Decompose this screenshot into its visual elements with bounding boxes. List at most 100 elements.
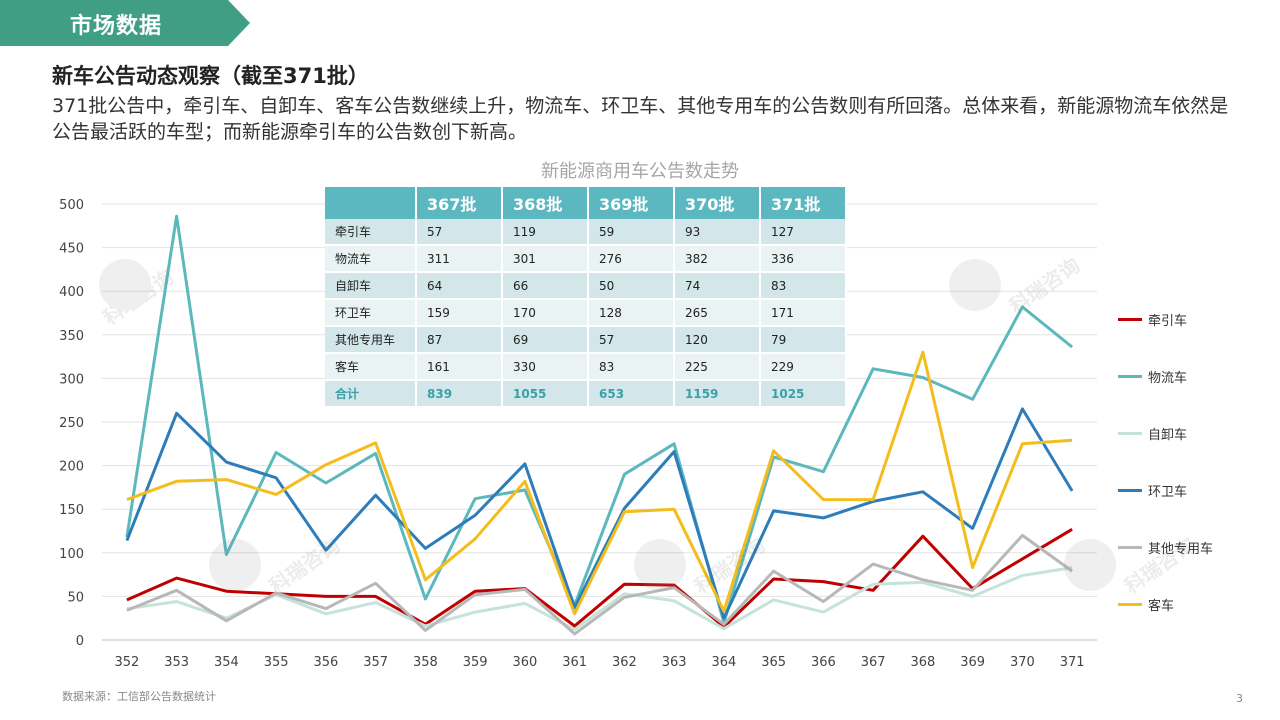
- watermark-logo: 科瑞咨询: [945, 240, 1165, 334]
- table-cell: 74: [674, 272, 761, 300]
- table-header-367: 367批: [416, 187, 503, 219]
- data-source-note: 数据来源：工信部公告数据统计: [62, 690, 216, 703]
- x-tick-label: 362: [612, 655, 637, 670]
- table-header-row: 367批 368批 369批 370批 371批: [325, 187, 847, 219]
- table-cell: 301: [502, 245, 589, 273]
- table-total-row: 合计 839 1055 653 1159 1025: [325, 380, 847, 408]
- y-tick-label: 100: [59, 547, 84, 562]
- legend-swatch: [1118, 489, 1142, 492]
- page-number: 3: [1236, 692, 1243, 705]
- total-cell: 1159: [674, 380, 761, 408]
- x-tick-label: 370: [1010, 655, 1035, 670]
- section-banner: 市场数据: [0, 0, 250, 46]
- row-label: 自卸车: [325, 272, 417, 300]
- table-header-368: 368批: [502, 187, 589, 219]
- table-cell: 276: [588, 245, 675, 273]
- page-description: 371批公告中，牵引车、自卸车、客车公告数继续上升，物流车、环卫车、其他专用车的…: [52, 95, 1229, 143]
- x-tick-label: 364: [711, 655, 736, 670]
- table-cell: 159: [416, 299, 503, 327]
- legend-item: 牵引车: [1118, 310, 1258, 330]
- table-header-371: 371批: [760, 187, 847, 219]
- legend-label: 自卸车: [1148, 428, 1188, 443]
- banner-title: 市场数据: [70, 14, 163, 39]
- legend-label: 物流车: [1148, 371, 1188, 386]
- total-cell: 653: [588, 380, 675, 408]
- y-tick-label: 50: [67, 590, 84, 605]
- table-row: 牵引车 57 119 59 93 127: [325, 219, 847, 246]
- legend-item: 环卫车: [1118, 481, 1258, 501]
- table-header-370: 370批: [674, 187, 761, 219]
- table-cell: 57: [588, 326, 675, 354]
- table-row: 客车 161 330 83 225 229: [325, 353, 847, 381]
- page-headline: 新车公告动态观察（截至371批）: [52, 64, 369, 88]
- table-cell: 64: [416, 272, 503, 300]
- legend-swatch: [1118, 603, 1142, 606]
- legend-label: 牵引车: [1148, 314, 1188, 329]
- banner-shape: [0, 0, 250, 46]
- y-tick-label: 350: [59, 329, 84, 344]
- table-cell: 171: [760, 299, 847, 327]
- y-tick-label: 150: [59, 503, 84, 518]
- x-tick-label: 357: [363, 655, 388, 670]
- y-tick-label: 300: [59, 372, 84, 387]
- table-cell: 59: [588, 219, 675, 246]
- x-tick-label: 358: [413, 655, 438, 670]
- y-tick-label: 0: [76, 634, 84, 649]
- table-header-corner: [325, 187, 417, 219]
- table-cell: 311: [416, 245, 503, 273]
- legend-swatch: [1118, 546, 1142, 549]
- total-cell: 1055: [502, 380, 589, 408]
- table-cell: 120: [674, 326, 761, 354]
- watermark-text: 科瑞咨询: [1005, 253, 1084, 319]
- y-axis: 0 50 100 150 200 250 300 350 400 450 500: [59, 198, 84, 649]
- table-cell: 170: [502, 299, 589, 327]
- legend-item: 物流车: [1118, 367, 1258, 387]
- row-label: 物流车: [325, 245, 417, 273]
- y-tick-label: 400: [59, 285, 84, 300]
- table-cell: 127: [760, 219, 847, 246]
- table-row: 其他专用车 87 69 57 120 79: [325, 326, 847, 354]
- legend-swatch: [1118, 318, 1142, 321]
- x-tick-label: 363: [662, 655, 687, 670]
- table-row: 环卫车 159 170 128 265 171: [325, 299, 847, 327]
- table-cell: 225: [674, 353, 761, 381]
- x-tick-label: 360: [512, 655, 537, 670]
- x-tick-label: 356: [313, 655, 338, 670]
- x-tick-label: 369: [960, 655, 985, 670]
- table-cell: 66: [502, 272, 589, 300]
- legend-label: 环卫车: [1148, 485, 1188, 500]
- series-line-5: [126, 533, 1073, 636]
- table-cell: 50: [588, 272, 675, 300]
- table-row: 自卸车 64 66 50 74 83: [325, 272, 847, 300]
- legend-swatch: [1118, 432, 1142, 435]
- table-cell: 382: [674, 245, 761, 273]
- y-tick-label: 500: [59, 198, 84, 213]
- y-tick-label: 450: [59, 242, 84, 257]
- x-tick-label: 354: [214, 655, 239, 670]
- legend-label: 客车: [1148, 599, 1175, 614]
- table-cell: 229: [760, 353, 847, 381]
- x-tick-label: 361: [562, 655, 587, 670]
- x-tick-label: 365: [761, 655, 786, 670]
- table-cell: 93: [674, 219, 761, 246]
- table-row: 物流车 311 301 276 382 336: [325, 245, 847, 273]
- y-tick-label: 200: [59, 460, 84, 475]
- total-cell: 1025: [760, 380, 847, 408]
- table-cell: 265: [674, 299, 761, 327]
- table-cell: 83: [588, 353, 675, 381]
- watermark-logo: 科瑞咨询: [630, 520, 850, 614]
- x-tick-label: 368: [910, 655, 935, 670]
- chart-series: [125, 214, 1074, 636]
- row-label: 其他专用车: [325, 326, 417, 354]
- table-header-369: 369批: [588, 187, 675, 219]
- watermark-text: 科瑞咨询: [265, 533, 344, 599]
- watermark-logo: 科瑞咨询: [205, 520, 425, 614]
- series-line-6: [126, 350, 1073, 616]
- table-cell: 330: [502, 353, 589, 381]
- watermark-logo: 科瑞咨询: [95, 240, 315, 334]
- table-cell: 57: [416, 219, 503, 246]
- recent-batches-table: 367批 368批 369批 370批 371批 牵引车 57 119 59 9…: [325, 187, 847, 408]
- table-cell: 83: [760, 272, 847, 300]
- legend-label: 其他专用车: [1148, 542, 1214, 557]
